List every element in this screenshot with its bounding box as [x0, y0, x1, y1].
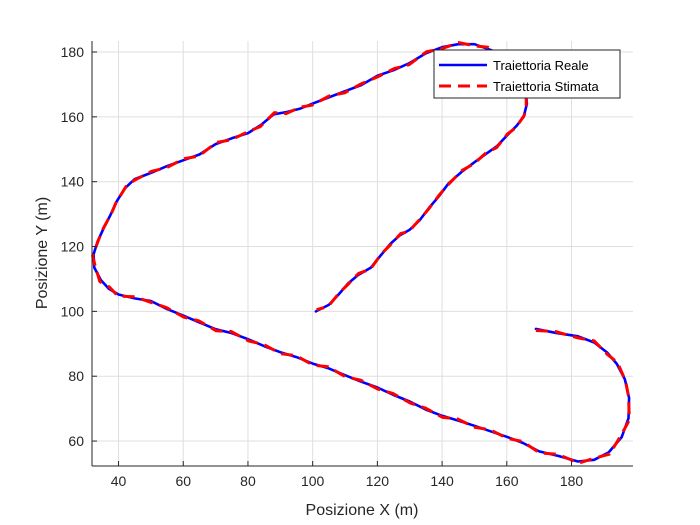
y-tick-label: 100 [61, 303, 85, 319]
x-tick-label: 120 [366, 473, 390, 489]
y-tick-label: 140 [61, 174, 85, 190]
legend-label-estimated: Traiettoria Stimata [493, 79, 599, 94]
y-tick-label: 60 [68, 433, 84, 449]
x-tick-label: 40 [111, 473, 127, 489]
legend: Traiettoria Reale Traiettoria Stimata [433, 49, 621, 99]
legend-box [433, 49, 621, 99]
x-tick-label: 140 [430, 473, 454, 489]
y-tick-label: 180 [61, 44, 85, 60]
series-line-estimated [91, 41, 631, 465]
x-tick-label: 60 [175, 473, 191, 489]
x-axis-label: Posizione X (m) [306, 502, 419, 519]
y-tick-label: 80 [68, 368, 84, 384]
axis-lines [91, 41, 633, 467]
ticks: 40 60 80 100 120 140 160 180 60 80 100 120 140 160 180 [61, 44, 584, 489]
plot-area [92, 41, 633, 466]
y-tick-label: 160 [61, 109, 85, 125]
series-layer [91, 41, 631, 465]
y-tick-label: 120 [61, 239, 85, 255]
x-tick-label: 80 [240, 473, 256, 489]
x-tick-label: 100 [301, 473, 325, 489]
y-axis-label: Posizione Y (m) [34, 197, 51, 309]
grid-lines [92, 41, 633, 466]
x-tick-label: 180 [560, 473, 584, 489]
legend-label-real: Traiettoria Reale [493, 58, 589, 73]
x-tick-label: 160 [495, 473, 519, 489]
plot-axes: 40 60 80 100 120 140 160 180 60 80 100 120 140 160 180 [61, 41, 633, 489]
